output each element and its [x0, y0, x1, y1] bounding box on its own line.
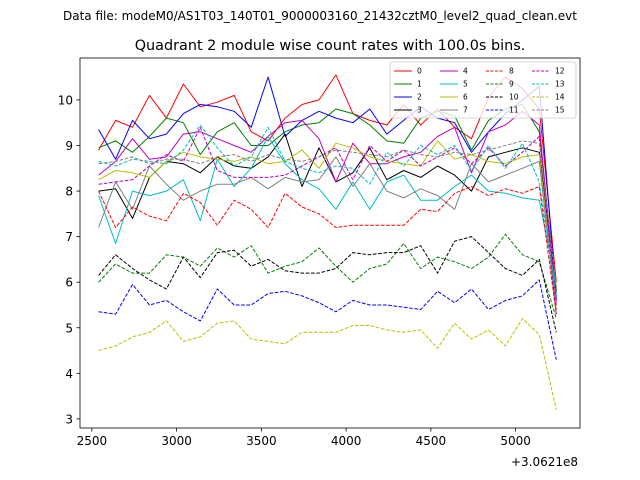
series-line-9	[98, 233, 557, 319]
legend-label: 11	[509, 106, 519, 115]
legend-label: 0	[417, 67, 422, 76]
x-tick-label: 3000	[161, 434, 192, 448]
x-axis-offset-label: +3.0621e8	[511, 455, 578, 469]
x-tick-label: 4000	[331, 434, 362, 448]
y-tick-label: 6	[65, 276, 73, 290]
series-line-5	[98, 135, 557, 287]
series-line-15	[98, 140, 557, 287]
series-line-8	[98, 186, 557, 315]
legend-label: 14	[555, 93, 565, 102]
legend-label: 1	[417, 80, 422, 89]
x-tick-label: 3500	[246, 434, 277, 448]
legend-label: 8	[509, 67, 514, 76]
axes-frame	[79, 57, 581, 429]
x-axis: 2500 3000 3500 4000 4500 5000	[77, 428, 531, 448]
plot-lines	[98, 74, 557, 410]
legend-frame	[389, 61, 577, 119]
y-tick-label: 3	[65, 412, 73, 426]
series-line-6	[98, 140, 557, 310]
series-line-7	[98, 156, 557, 315]
legend-label: 10	[509, 93, 519, 102]
legend-label: 6	[463, 93, 468, 102]
y-tick-label: 5	[65, 321, 73, 335]
series-line-2	[98, 76, 557, 301]
series-line-10	[98, 236, 557, 333]
y-tick-label: 7	[65, 230, 73, 244]
legend-label: 12	[555, 67, 565, 76]
y-tick-label: 10	[58, 93, 73, 107]
series-line-13	[98, 124, 557, 296]
legend-label: 5	[463, 80, 468, 89]
series-line-14	[98, 318, 557, 410]
legend-label: 2	[417, 93, 422, 102]
x-tick-label: 4500	[416, 434, 447, 448]
series-line-11	[98, 279, 557, 360]
chart-title: Quadrant 2 module wise count rates with …	[135, 38, 526, 54]
y-tick-label: 4	[65, 367, 73, 381]
legend-label: 13	[555, 80, 565, 89]
legend-label: 9	[509, 80, 514, 89]
legend-label: 4	[463, 67, 468, 76]
legend-label: 7	[463, 106, 468, 115]
series-line-4	[98, 110, 557, 306]
y-tick-label: 8	[65, 185, 73, 199]
series-line-12	[98, 126, 557, 315]
legend-label: 15	[555, 106, 565, 115]
chart-suptitle: Data file: modeM0/AS1T03_140T01_90000031…	[63, 9, 577, 23]
y-axis: 3 4 5 6 7 8 9 10	[58, 93, 80, 426]
y-tick-label: 9	[65, 139, 73, 153]
series-line-1	[98, 104, 557, 296]
series-line-3	[98, 133, 557, 292]
x-tick-label: 5000	[500, 434, 531, 448]
legend-label: 3	[417, 106, 422, 115]
x-tick-label: 2500	[77, 434, 108, 448]
